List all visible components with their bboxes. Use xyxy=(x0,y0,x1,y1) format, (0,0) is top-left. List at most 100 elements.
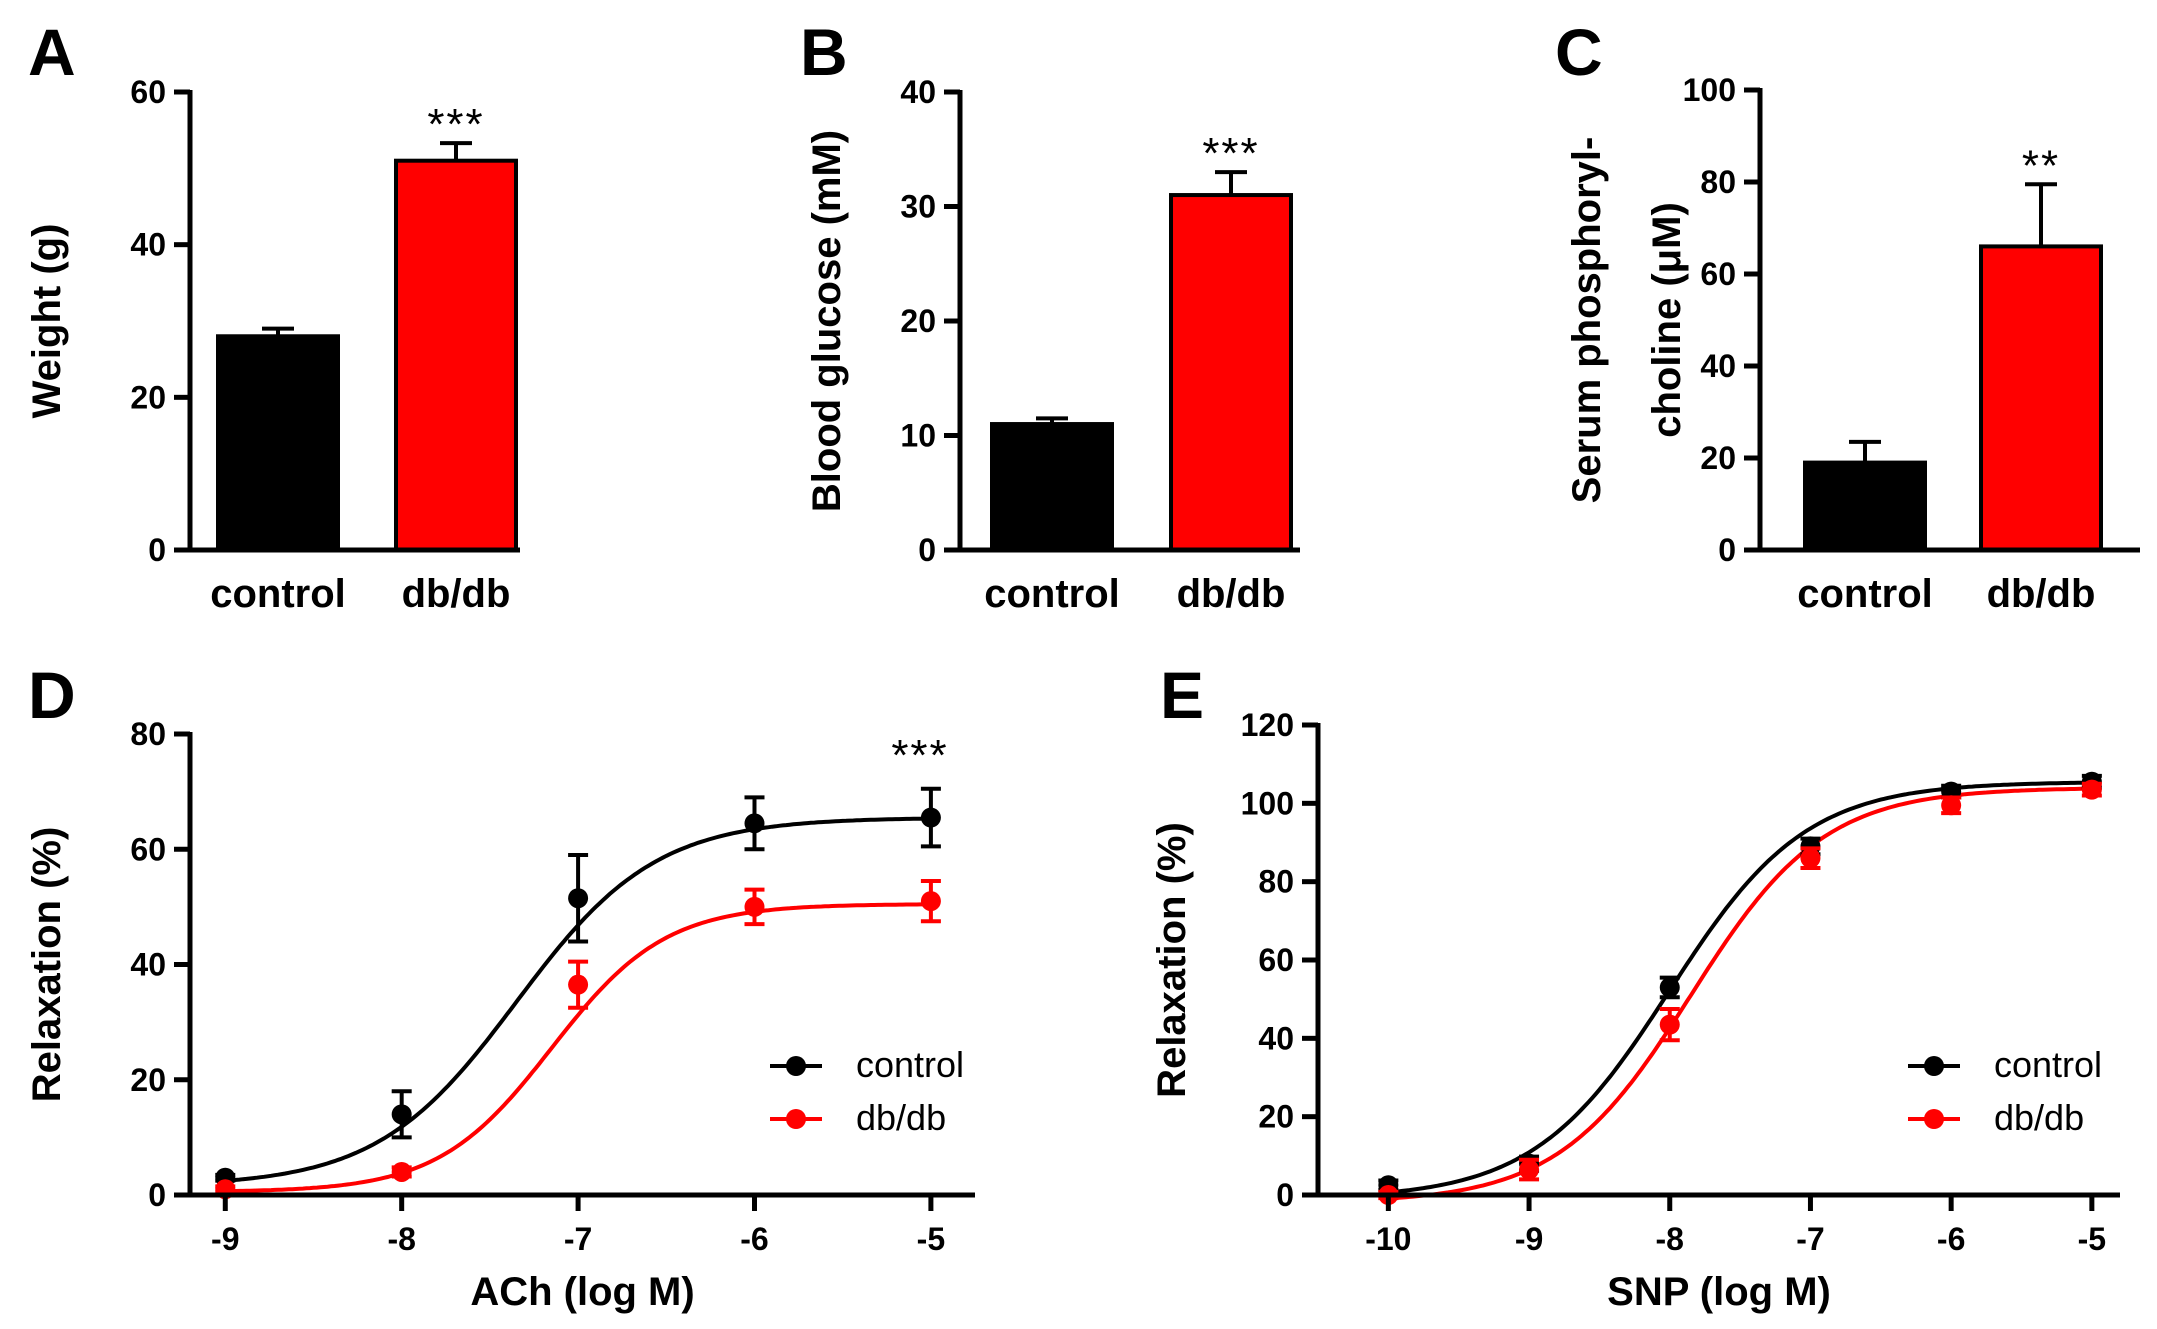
data-point-dbdb xyxy=(1519,1159,1540,1180)
y-axis-label: Relaxation (%) xyxy=(1150,822,1194,1098)
legend-label: control xyxy=(856,1044,964,1085)
y-tick-label: 60 xyxy=(1700,256,1736,292)
y-tick-label: 0 xyxy=(1718,532,1736,568)
significance-annotation: *** xyxy=(1202,129,1259,178)
y-axis-label-line-2: choline (μM) xyxy=(1645,202,1689,438)
x-axis-label: SNP (log M) xyxy=(1607,1270,1831,1314)
x-tick-label: -7 xyxy=(1796,1221,1824,1257)
data-point-dbdb xyxy=(391,1161,412,1182)
y-tick-label: 20 xyxy=(130,379,166,415)
x-tick-label: -6 xyxy=(1937,1221,1965,1257)
panel-c: C Serum phosphoryl-choline (μM) control db/… xyxy=(1555,15,2140,616)
panel-b: B Blood glucose (mM) control db/db *** 0 10 20 3… xyxy=(800,15,1300,616)
panel-label: E xyxy=(1160,658,1204,732)
data-point-dbdb xyxy=(1941,795,1962,816)
bar-control xyxy=(1803,460,1927,553)
panel-label: B xyxy=(800,15,848,89)
panel-label: A xyxy=(28,15,76,89)
panel-a: A Weight (g) control db/db *** 0 20 40 60 xyxy=(25,15,520,616)
x-tick-label: -9 xyxy=(211,1221,239,1257)
x-tick-label: -7 xyxy=(564,1221,592,1257)
y-tick-label: 0 xyxy=(148,1177,166,1213)
y-tick-label: 40 xyxy=(1258,1020,1294,1056)
data-point-control xyxy=(391,1104,412,1125)
legend-label: control xyxy=(1994,1044,2102,1085)
y-tick-label: 60 xyxy=(130,831,166,867)
category-label: db/db xyxy=(1177,572,1286,616)
panel-label: C xyxy=(1555,15,1603,89)
legend: control db/db xyxy=(1908,1044,2102,1138)
data-point-dbdb xyxy=(920,891,941,912)
data-point-dbdb xyxy=(744,896,765,917)
legend-marker xyxy=(786,1056,806,1076)
legend-label: db/db xyxy=(856,1097,946,1138)
data-point-control xyxy=(920,807,941,828)
y-tick-label: 40 xyxy=(130,227,166,263)
bar-dbdb xyxy=(394,158,518,552)
y-tick-label: 60 xyxy=(130,74,166,110)
category-label: control xyxy=(1797,572,1933,616)
y-axis-label: Relaxation (%) xyxy=(25,827,69,1103)
y-tick-label: 30 xyxy=(900,189,936,225)
x-axis-label: ACh (log M) xyxy=(470,1270,694,1314)
legend-marker xyxy=(1924,1109,1944,1129)
y-tick-label: 20 xyxy=(130,1062,166,1098)
y-tick-label: 20 xyxy=(1258,1099,1294,1135)
y-tick-label: 120 xyxy=(1241,707,1294,743)
y-tick-label: 80 xyxy=(1258,864,1294,900)
y-axis-label-line-1: Serum phosphoryl- xyxy=(1565,137,1609,504)
x-tick-label: -6 xyxy=(740,1221,768,1257)
y-tick-label: 20 xyxy=(1700,440,1736,476)
x-tick-label: -8 xyxy=(387,1221,415,1257)
category-label: control xyxy=(210,572,346,616)
data-point-dbdb xyxy=(568,974,589,995)
y-tick-label: 100 xyxy=(1683,72,1736,108)
y-tick-label: 10 xyxy=(900,418,936,454)
x-tick-label: -9 xyxy=(1515,1221,1543,1257)
y-tick-label: 0 xyxy=(1276,1177,1294,1213)
bar-dbdb xyxy=(1169,193,1293,553)
data-point-control xyxy=(568,888,589,909)
panel-label: D xyxy=(28,658,76,732)
category-label: db/db xyxy=(402,572,511,616)
significance-annotation: ** xyxy=(2022,141,2060,190)
x-tick-label: -10 xyxy=(1365,1221,1411,1257)
y-tick-label: 60 xyxy=(1258,942,1294,978)
fit-curve-control xyxy=(1388,780,2092,1195)
data-point-dbdb xyxy=(1800,848,1821,869)
legend-marker xyxy=(786,1109,806,1129)
category-label: db/db xyxy=(1987,572,2096,616)
y-tick-label: 80 xyxy=(130,716,166,752)
fit-curve-dbdb xyxy=(1388,786,2092,1201)
significance-annotation: *** xyxy=(891,731,948,780)
y-tick-label: 0 xyxy=(918,532,936,568)
data-point-dbdb xyxy=(2081,779,2102,800)
y-tick-label: 100 xyxy=(1241,785,1294,821)
y-tick-label: 20 xyxy=(900,303,936,339)
y-tick-label: 40 xyxy=(130,947,166,983)
bar-dbdb xyxy=(1979,244,2103,552)
data-point-control xyxy=(744,813,765,834)
panel-d: D Relaxation (%) ACh (log M) 0 20 40 60 80 -9 -8 -… xyxy=(25,658,975,1314)
y-axis-label: Weight (g) xyxy=(25,224,69,419)
y-axis-label: Blood glucose (mM) xyxy=(805,130,849,512)
category-label: control xyxy=(984,572,1120,616)
fit-curve-dbdb xyxy=(225,902,931,1194)
legend: control db/db xyxy=(770,1044,964,1138)
x-tick-label: -8 xyxy=(1656,1221,1684,1257)
y-tick-label: 0 xyxy=(148,532,166,568)
x-tick-label: -5 xyxy=(917,1221,945,1257)
y-tick-label: 40 xyxy=(900,74,936,110)
data-point-dbdb xyxy=(1659,1014,1680,1035)
data-point-control xyxy=(1659,977,1680,998)
legend-marker xyxy=(1924,1056,1944,1076)
y-tick-label: 40 xyxy=(1700,348,1736,384)
y-tick-label: 80 xyxy=(1700,164,1736,200)
x-tick-label: -5 xyxy=(2078,1221,2106,1257)
legend-label: db/db xyxy=(1994,1097,2084,1138)
significance-annotation: *** xyxy=(427,100,484,149)
bar-control xyxy=(216,334,340,552)
panel-e: E Relaxation (%) SNP (log M) 0 20 40 60 80 100 12… xyxy=(1150,658,2120,1314)
bar-control xyxy=(990,422,1114,552)
